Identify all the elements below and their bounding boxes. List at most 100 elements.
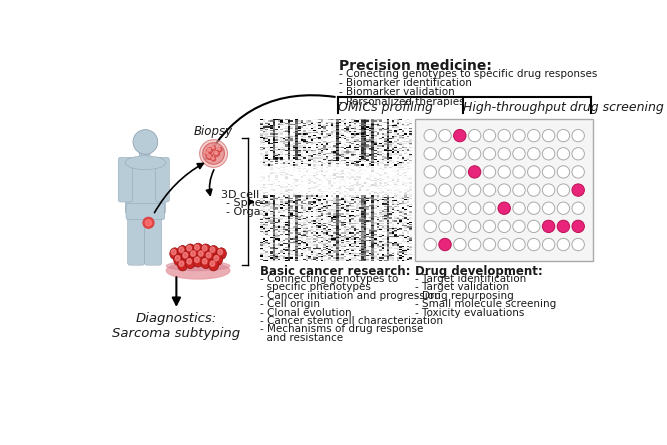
- Circle shape: [133, 129, 158, 154]
- Circle shape: [217, 147, 222, 152]
- Circle shape: [145, 220, 151, 226]
- Circle shape: [468, 220, 481, 233]
- Circle shape: [454, 129, 466, 142]
- Circle shape: [207, 147, 213, 154]
- Text: Diagnostics:
Sarcoma subtyping: Diagnostics: Sarcoma subtyping: [112, 312, 240, 340]
- Ellipse shape: [216, 248, 226, 259]
- Ellipse shape: [205, 251, 215, 263]
- Ellipse shape: [179, 247, 183, 252]
- Circle shape: [439, 129, 452, 142]
- Circle shape: [424, 129, 436, 142]
- Ellipse shape: [201, 257, 211, 269]
- Ellipse shape: [177, 246, 187, 257]
- FancyBboxPatch shape: [125, 158, 165, 214]
- Ellipse shape: [191, 251, 195, 256]
- Text: - Biomarker validation: - Biomarker validation: [339, 87, 455, 97]
- Text: - Mechanisms of drug response: - Mechanisms of drug response: [260, 324, 424, 335]
- Text: - Target identification: - Target identification: [415, 274, 526, 283]
- Text: specific phenotypes: specific phenotypes: [260, 282, 371, 292]
- Text: - Clonal evolution: - Clonal evolution: [260, 307, 352, 317]
- Circle shape: [203, 143, 224, 164]
- Circle shape: [498, 239, 510, 251]
- Circle shape: [468, 129, 481, 142]
- Circle shape: [483, 148, 496, 160]
- Circle shape: [213, 150, 219, 157]
- Circle shape: [557, 184, 570, 196]
- Ellipse shape: [202, 246, 207, 251]
- Circle shape: [439, 184, 452, 196]
- Text: - Connecting genotypes to: - Connecting genotypes to: [260, 274, 398, 283]
- Circle shape: [513, 202, 525, 214]
- Ellipse shape: [195, 257, 199, 263]
- Ellipse shape: [187, 246, 191, 251]
- Text: - Conecting genotypes to specific drug responses: - Conecting genotypes to specific drug r…: [339, 69, 598, 79]
- Circle shape: [211, 146, 216, 150]
- Circle shape: [468, 239, 481, 251]
- Circle shape: [468, 166, 481, 178]
- Ellipse shape: [181, 251, 191, 263]
- Circle shape: [513, 148, 525, 160]
- Circle shape: [454, 184, 466, 196]
- Circle shape: [557, 220, 570, 233]
- Circle shape: [498, 129, 510, 142]
- Circle shape: [424, 148, 436, 160]
- Circle shape: [424, 239, 436, 251]
- FancyBboxPatch shape: [127, 208, 145, 265]
- Circle shape: [211, 157, 214, 159]
- Circle shape: [424, 184, 436, 196]
- Circle shape: [542, 184, 555, 196]
- Text: - Biomarker identification: - Biomarker identification: [339, 78, 472, 88]
- Text: - Small molecule screening: - Small molecule screening: [415, 299, 556, 309]
- Circle shape: [207, 154, 213, 160]
- Circle shape: [454, 166, 466, 178]
- Circle shape: [557, 129, 570, 142]
- Text: - Cancer stem cell characterization: - Cancer stem cell characterization: [260, 316, 443, 326]
- Text: Biopsy: Biopsy: [194, 125, 233, 138]
- Circle shape: [513, 129, 525, 142]
- Circle shape: [572, 129, 584, 142]
- Circle shape: [542, 239, 555, 251]
- Text: - Spheroids: - Spheroids: [226, 198, 289, 208]
- Circle shape: [424, 220, 436, 233]
- Text: Drug development:: Drug development:: [415, 265, 543, 278]
- Text: and resistance: and resistance: [260, 333, 344, 343]
- Circle shape: [214, 151, 217, 154]
- Circle shape: [557, 239, 570, 251]
- Circle shape: [528, 239, 540, 251]
- Text: - Personalized therapies: - Personalized therapies: [339, 97, 465, 106]
- FancyBboxPatch shape: [155, 158, 169, 202]
- Circle shape: [207, 154, 211, 158]
- Circle shape: [513, 220, 525, 233]
- Ellipse shape: [218, 249, 223, 255]
- Ellipse shape: [185, 244, 195, 255]
- Circle shape: [572, 184, 584, 196]
- Circle shape: [211, 157, 216, 161]
- Circle shape: [454, 202, 466, 214]
- Ellipse shape: [201, 244, 211, 255]
- Ellipse shape: [206, 252, 211, 258]
- Circle shape: [439, 239, 452, 251]
- Circle shape: [468, 148, 481, 160]
- Circle shape: [557, 166, 570, 178]
- Circle shape: [542, 129, 555, 142]
- Text: - Drug repurposing: - Drug repurposing: [415, 291, 514, 300]
- Ellipse shape: [197, 249, 207, 261]
- Ellipse shape: [195, 245, 199, 250]
- Bar: [415, 119, 594, 261]
- Circle shape: [211, 146, 214, 149]
- Circle shape: [424, 202, 436, 214]
- Ellipse shape: [125, 156, 165, 170]
- Circle shape: [528, 129, 540, 142]
- Circle shape: [483, 202, 496, 214]
- Text: - Toxicity evaluations: - Toxicity evaluations: [415, 307, 524, 317]
- Circle shape: [572, 239, 584, 251]
- Circle shape: [572, 220, 584, 233]
- Circle shape: [528, 184, 540, 196]
- Text: - Organoids: - Organoids: [226, 206, 290, 217]
- Ellipse shape: [199, 251, 203, 256]
- Circle shape: [199, 140, 227, 167]
- Circle shape: [542, 166, 555, 178]
- Text: - Cell origin: - Cell origin: [260, 299, 320, 309]
- Circle shape: [483, 166, 496, 178]
- Circle shape: [513, 184, 525, 196]
